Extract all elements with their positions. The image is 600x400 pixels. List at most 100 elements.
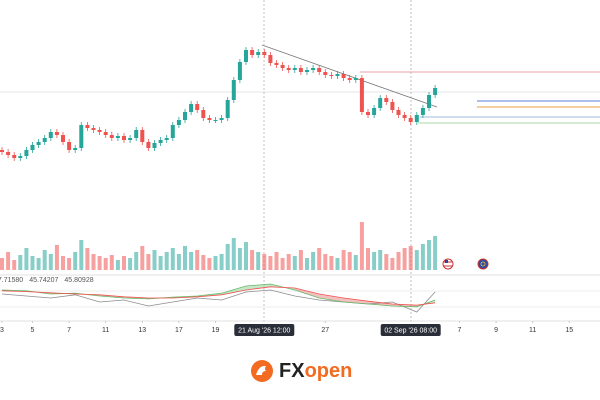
- event-icon[interactable]: [477, 258, 489, 270]
- logo-text: FXopen: [279, 360, 352, 382]
- volume-bar: [158, 256, 163, 270]
- volume-bar: [262, 254, 267, 270]
- crosshair-label: 02 Sep '26 08:00: [384, 327, 437, 334]
- x-tick-label: 19: [212, 327, 220, 334]
- volume-bar: [329, 256, 334, 270]
- candle-body: [158, 140, 163, 143]
- volume-bar: [420, 244, 425, 270]
- candle-body: [231, 80, 236, 100]
- indicator-value: 45.74207: [29, 277, 58, 284]
- volume-bar: [256, 252, 261, 270]
- candle-body: [176, 120, 181, 125]
- candle-body: [97, 130, 102, 132]
- indicator-value: 57.71580: [0, 277, 23, 284]
- volume-bar: [140, 246, 145, 270]
- volume-bar: [164, 252, 169, 270]
- volume-bar: [359, 222, 364, 270]
- candle-body: [48, 132, 53, 138]
- x-tick-label: 17: [175, 327, 183, 334]
- candle-body: [67, 142, 72, 150]
- logo-mark: [256, 365, 266, 375]
- candle-body: [103, 132, 108, 135]
- candle-body: [109, 135, 114, 138]
- volume-bar: [73, 252, 78, 270]
- volume-bar: [122, 256, 126, 270]
- candle-body: [341, 74, 346, 78]
- volume-bar: [396, 252, 401, 270]
- volume-bar: [347, 252, 352, 270]
- volume-bar: [311, 252, 316, 270]
- volume-bar: [18, 255, 23, 270]
- volume-bar: [414, 250, 419, 270]
- candle-body: [213, 120, 218, 121]
- volume-bar: [353, 255, 358, 270]
- volume-bar: [207, 258, 212, 270]
- volume-bar: [36, 258, 41, 270]
- volume-bar: [183, 246, 187, 270]
- candle-body: [402, 115, 407, 118]
- candle-body: [12, 155, 17, 158]
- volume-bar: [189, 252, 194, 270]
- volume-bar: [195, 250, 200, 270]
- crosshair-label-box: [234, 324, 295, 336]
- candle-body: [146, 142, 151, 148]
- candle-body: [323, 72, 328, 75]
- volume-bar: [176, 254, 181, 270]
- x-tick-label: 11: [102, 327, 109, 334]
- candle-body: [201, 110, 206, 118]
- candle-body: [262, 52, 267, 55]
- volume-bar: [225, 244, 230, 270]
- volume-bar: [292, 256, 297, 270]
- candle-body: [414, 115, 419, 122]
- volume-bar: [366, 248, 370, 270]
- candle-body: [61, 135, 65, 142]
- candle-body: [427, 95, 431, 108]
- candle-body: [311, 68, 316, 70]
- volume-bar: [231, 238, 236, 270]
- candle-body: [18, 156, 23, 158]
- candle-body: [384, 98, 389, 102]
- candle-body: [128, 138, 133, 140]
- volume-bar: [244, 242, 248, 270]
- volume-bar: [390, 258, 395, 270]
- candle-body: [280, 65, 285, 68]
- logo-suffix: open: [305, 360, 353, 382]
- candle-body: [286, 68, 291, 70]
- candle-body: [79, 125, 84, 148]
- candle-body: [85, 125, 90, 128]
- x-tick-label: 5: [31, 327, 35, 334]
- candle-body: [420, 108, 425, 115]
- volume-bar: [128, 258, 133, 270]
- volume-bar: [115, 260, 120, 270]
- candle-body: [164, 138, 169, 140]
- volume-bar: [433, 236, 438, 270]
- x-tick-label: 13: [138, 327, 146, 334]
- event-icon[interactable]: [442, 258, 454, 270]
- candle-body: [207, 118, 212, 120]
- volume-bar: [378, 250, 383, 270]
- volume-bar: [268, 256, 273, 270]
- volume-bar: [97, 256, 102, 270]
- volume-bar: [372, 252, 377, 270]
- volume-bar: [48, 254, 53, 270]
- volume-bar: [12, 260, 17, 270]
- candle-body: [183, 112, 187, 120]
- candle-body: [408, 118, 413, 122]
- volume-bar: [384, 254, 389, 270]
- candle-body: [115, 136, 120, 138]
- candle-body: [24, 150, 29, 156]
- crosshair-label-box: [380, 324, 441, 336]
- volume-bar: [30, 256, 35, 270]
- candle-body: [250, 50, 255, 55]
- candle-body: [134, 130, 139, 138]
- candle-body: [433, 88, 438, 95]
- candle-body: [36, 142, 41, 145]
- candle-body: [6, 152, 11, 155]
- candle-body: [73, 148, 78, 150]
- candle-body: [237, 62, 242, 80]
- indicator-area: [319, 294, 344, 302]
- x-tick-label: 27: [321, 327, 329, 334]
- indicator-area: [368, 301, 393, 306]
- volume-bar: [0, 258, 4, 270]
